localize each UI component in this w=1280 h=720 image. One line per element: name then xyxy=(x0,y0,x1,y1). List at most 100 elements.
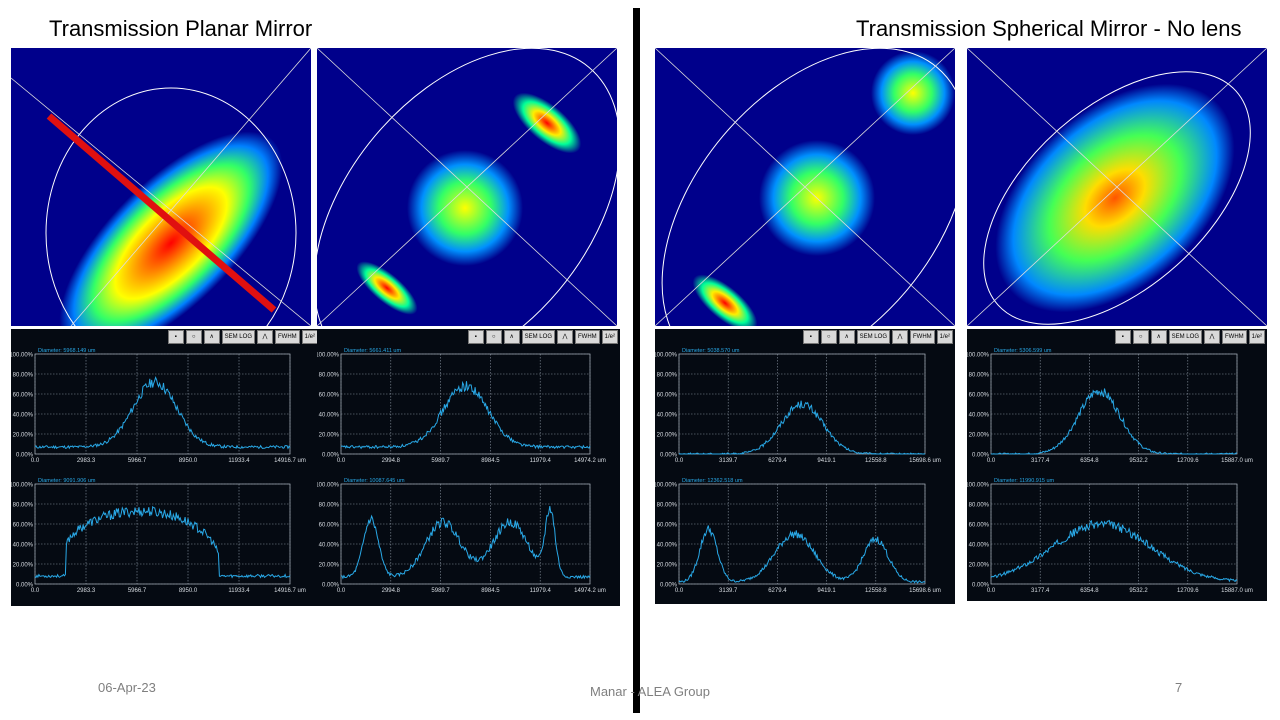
lower-xtick: 9532.2 xyxy=(1129,588,1148,594)
semlog-icon: SEM LOG xyxy=(859,333,887,340)
semlog-button[interactable]: SEM LOG xyxy=(856,330,890,344)
lower-ytick: 0.00% xyxy=(16,583,34,589)
lower-trace xyxy=(990,519,1238,583)
lower-xtick: 6354.8 xyxy=(1080,588,1099,594)
fwhm-button[interactable]: FWHM xyxy=(1221,330,1247,344)
lower-ytick: 100.00% xyxy=(655,483,678,489)
upper-ytick: 0.00% xyxy=(322,453,340,459)
profile-button[interactable]: ∧ xyxy=(203,330,220,344)
lower-xtick: 12709.6 xyxy=(1177,588,1199,594)
lower-xtick: 15887.0 um xyxy=(1221,588,1253,594)
gauss-button[interactable]: ⋀ xyxy=(1203,330,1220,344)
planar-mirror-beam-image xyxy=(11,48,311,326)
upper-xtick: 12709.6 xyxy=(1177,458,1199,464)
gauss-button[interactable]: ⋀ xyxy=(556,330,573,344)
semlog-button[interactable]: SEM LOG xyxy=(221,330,255,344)
upper-ytick: 20.00% xyxy=(657,433,678,439)
lower-xtick: 5989.7 xyxy=(431,588,450,594)
upper-xtick: 3177.4 xyxy=(1031,458,1050,464)
zoom-button[interactable]: ○ xyxy=(1132,330,1149,344)
semlog-button[interactable]: SEM LOG xyxy=(521,330,555,344)
profile-icon: ∧ xyxy=(509,333,514,340)
gauss-icon: ⋀ xyxy=(562,333,568,340)
one-over-e-icon: 1/e² xyxy=(939,333,950,340)
lower-xtick: 0.0 xyxy=(31,588,40,594)
upper-trace xyxy=(678,400,926,455)
one-over-e-button[interactable]: 1/e² xyxy=(936,330,953,344)
lower-ytick: 60.00% xyxy=(657,523,678,529)
upper-ytick: 20.00% xyxy=(969,433,990,439)
planar-mirror-graph: ▪ ○ ∧ SEM LOG ⋀ FWHM 1/e² 100.00% 80.00% 60.00% 40… xyxy=(11,329,320,606)
upper-xtick: 2994.8 xyxy=(382,458,401,464)
upper-xtick: 2983.3 xyxy=(77,458,96,464)
camera-button[interactable]: ▪ xyxy=(167,330,184,344)
upper-xtick: 8984.5 xyxy=(481,458,500,464)
zoom-button[interactable]: ○ xyxy=(485,330,502,344)
upper-xtick: 6354.8 xyxy=(1080,458,1099,464)
upper-ytick: 20.00% xyxy=(13,433,34,439)
zoom-icon: ○ xyxy=(491,333,496,340)
upper-ytick: 100.00% xyxy=(967,353,990,359)
zoom-icon: ○ xyxy=(826,333,831,340)
lower-ytick: 80.00% xyxy=(969,503,990,509)
camera-button[interactable]: ▪ xyxy=(802,330,819,344)
gauss-button[interactable]: ⋀ xyxy=(891,330,908,344)
profile-button[interactable]: ∧ xyxy=(503,330,520,344)
profile-icon: ∧ xyxy=(209,333,214,340)
left-section-title: Transmission Planar Mirror xyxy=(49,16,313,41)
planar-mirror-graph-plots: 100.00%80.00%60.00%40.00%20.00%0.00%0.0 2… xyxy=(11,348,306,594)
lower-ytick: 0.00% xyxy=(660,583,678,589)
zoom-button[interactable]: ○ xyxy=(820,330,837,344)
spherical-mirror-tilted-beam-image xyxy=(967,48,1267,326)
lower-ytick: 100.00% xyxy=(11,483,34,489)
fwhm-button[interactable]: FWHM xyxy=(909,330,935,344)
semlog-icon: SEM LOG xyxy=(1171,333,1199,340)
lower-ytick: 80.00% xyxy=(13,503,34,509)
right-section-title: Transmission Spherical Mirror - No lens xyxy=(856,16,1242,41)
upper-ytick: 40.00% xyxy=(657,413,678,419)
semlog-button[interactable]: SEM LOG xyxy=(1168,330,1202,344)
upper-ytick: 100.00% xyxy=(655,353,678,359)
spherical-mirror-graph-plots: 100.00%80.00%60.00%40.00%20.00%0.00%0.0 3… xyxy=(655,348,941,594)
upper-xtick: 11979.4 xyxy=(530,458,552,464)
upper-ytick: 0.00% xyxy=(972,453,990,459)
upper-ytick: 60.00% xyxy=(319,393,340,399)
fwhm-button[interactable]: FWHM xyxy=(574,330,600,344)
upper-ytick: 100.00% xyxy=(317,353,340,359)
camera-button[interactable]: ▪ xyxy=(467,330,484,344)
lower-xtick: 12558.8 xyxy=(865,588,887,594)
lower-diameter-label: Diameter: 12362.518 um xyxy=(682,478,743,484)
lower-ytick: 40.00% xyxy=(13,543,34,549)
gauss-icon: ⋀ xyxy=(1209,333,1215,340)
semlog-icon: SEM LOG xyxy=(224,333,252,340)
upper-xtick: 0.0 xyxy=(337,458,346,464)
lower-ytick: 0.00% xyxy=(322,583,340,589)
profile-marker-line xyxy=(46,113,277,313)
one-over-e-button[interactable]: 1/e² xyxy=(1248,330,1265,344)
lower-xtick: 2994.8 xyxy=(382,588,401,594)
profile-icon: ∧ xyxy=(1156,333,1161,340)
gauss-button[interactable]: ⋀ xyxy=(256,330,273,344)
one-over-e-icon: 1/e² xyxy=(304,333,315,340)
lower-xtick: 3139.7 xyxy=(719,588,738,594)
zoom-button[interactable]: ○ xyxy=(185,330,202,344)
lower-xtick: 11979.4 xyxy=(530,588,552,594)
lower-ytick: 80.00% xyxy=(319,503,340,509)
lower-trace xyxy=(678,525,926,584)
lower-ytick: 100.00% xyxy=(317,483,340,489)
planar-mirror-tilted-beam-image xyxy=(317,48,617,326)
upper-ytick: 40.00% xyxy=(969,413,990,419)
upper-xtick: 5989.7 xyxy=(431,458,450,464)
fwhm-button[interactable]: FWHM xyxy=(274,330,300,344)
camera-icon: ▪ xyxy=(174,333,177,340)
upper-ytick: 40.00% xyxy=(13,413,34,419)
upper-ytick: 80.00% xyxy=(13,373,34,379)
upper-trace xyxy=(34,376,291,450)
spherical-mirror-tilted-graph-plots: 100.00%80.00%60.00%40.00%20.00%0.00%0.0 3… xyxy=(967,348,1253,594)
profile-button[interactable]: ∧ xyxy=(1150,330,1167,344)
profile-icon: ∧ xyxy=(844,333,849,340)
one-over-e-button[interactable]: 1/e² xyxy=(601,330,618,344)
camera-button[interactable]: ▪ xyxy=(1114,330,1131,344)
fwhm-icon: FWHM xyxy=(277,333,297,340)
profile-button[interactable]: ∧ xyxy=(838,330,855,344)
